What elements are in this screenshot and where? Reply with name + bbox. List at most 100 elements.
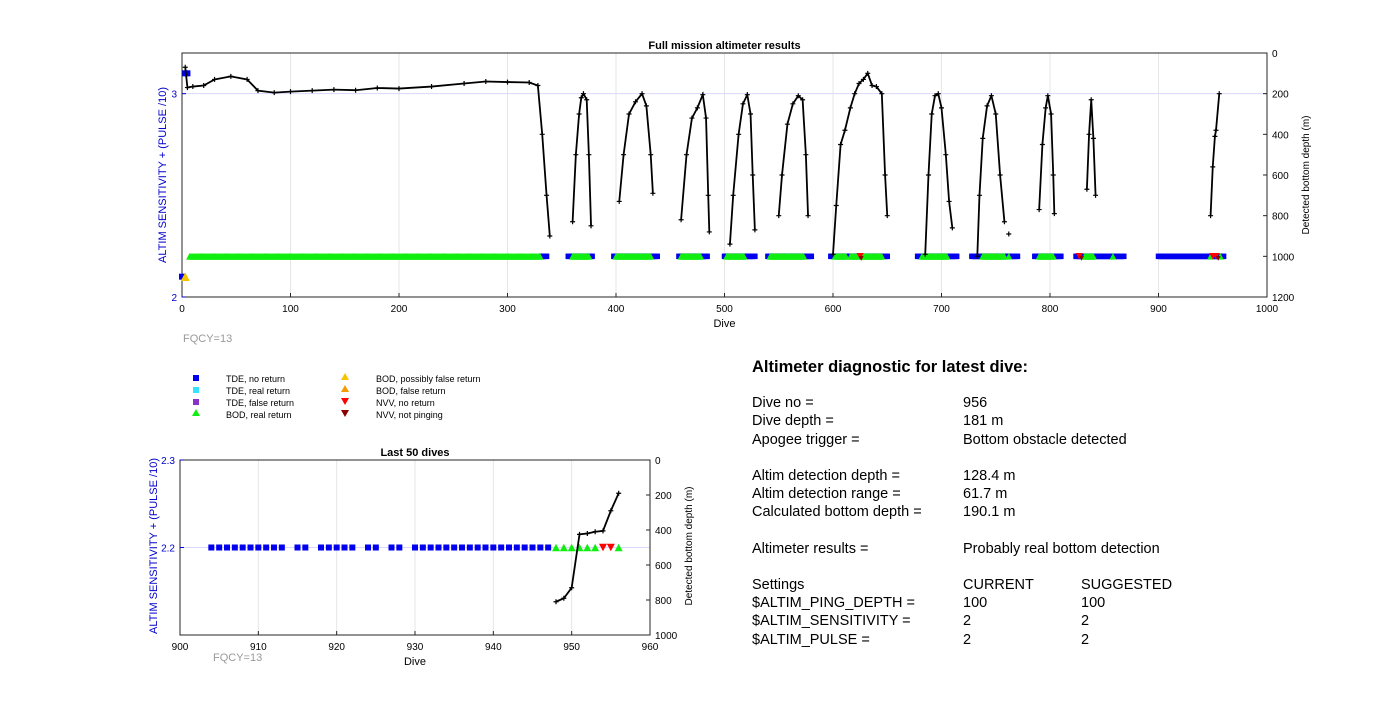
main-depth-point (860, 76, 866, 82)
main-depth-point (842, 127, 848, 133)
main-depth-point (1045, 93, 1051, 99)
diag-row-results: Altimeter results = Probably real bottom… (752, 540, 1352, 558)
main-depth-lines (182, 64, 1222, 259)
main-depth-point (884, 213, 890, 219)
main-depth-point (576, 111, 582, 117)
legend-marker-bod-possibly-false (341, 373, 349, 380)
main-depth-point (535, 83, 541, 89)
legend-label-nvv-no-return: NVV, no return (376, 398, 435, 408)
main-tde-no-return-marker (654, 253, 660, 260)
main-depth-point (547, 233, 553, 239)
diag-row-det-range: Altim detection range = 61.7 m (752, 485, 1352, 503)
last50-bod-real-return-marker (591, 543, 600, 552)
main-depth-point (1039, 142, 1045, 147)
legend-item-tde-real-return: TDE, real return (193, 386, 290, 396)
dive-no-label: Dive no = (752, 395, 814, 412)
main-depth-point (588, 223, 594, 229)
main-depth-point (776, 213, 782, 219)
last50-y2-tick-label: 0 (655, 456, 661, 467)
last50-x-tick-label: 920 (328, 642, 345, 653)
main-depth-point (526, 79, 532, 85)
main-tde-no-return-marker (589, 253, 595, 260)
main-bod-real-return-marker (800, 253, 808, 260)
last50-x-axis-label: Dive (404, 656, 426, 668)
dive-no-value: 956 (963, 395, 988, 412)
main-tde-no-return-marker (1058, 253, 1064, 260)
main-depth-point (353, 87, 359, 93)
last50-bod-real-return-marker (614, 543, 623, 552)
main-depth-point (949, 225, 955, 231)
main-tde-no-return-marker (953, 253, 960, 260)
main-depth-point (396, 86, 402, 92)
settings-label: Settings (752, 577, 805, 594)
main-y2-tick-label: 1000 (1272, 252, 1295, 263)
main-depth-point (993, 111, 999, 117)
main-depth-point (1086, 131, 1092, 137)
main-depth-point (586, 152, 592, 158)
last50-depth-point (600, 528, 606, 534)
main-bod-real-return-marker (1089, 253, 1097, 260)
main-depth-point (1006, 231, 1012, 237)
main-depth-point (570, 219, 576, 225)
main-depth-point (1001, 219, 1007, 225)
main-depth-point (374, 85, 380, 91)
last50-x-tick-label: 910 (250, 642, 267, 653)
main-depth-point (929, 111, 935, 117)
main-tde-no-return-marker (1014, 253, 1021, 260)
main-depth-point (255, 88, 261, 94)
main-ticks: 0 100 200 300 400 500 600 700 800 900 1000 2 3 0 200 40… (171, 49, 1294, 315)
main-depth-point (932, 93, 938, 99)
main-tde-no-return-marker (752, 253, 758, 260)
last50-y-tick-label: 2.3 (161, 456, 175, 467)
last50-tde-no-return-marker (365, 544, 371, 551)
last50-tde-no-return-marker (224, 544, 230, 551)
last50-tde-no-return-marker (419, 544, 426, 551)
main-bod-possibly-false-marker (180, 272, 190, 281)
main-depth-point (946, 198, 952, 204)
main-depth-point (539, 131, 545, 137)
main-depth-series-line (680, 91, 711, 232)
last50-tde-no-return-marker (388, 544, 395, 551)
main-depth-point (873, 84, 879, 90)
legend-label-nvv-not-pinging: NVV, not pinging (376, 410, 443, 420)
main-x-tick-label: 900 (1150, 304, 1167, 315)
main-tde-no-return-marker (884, 253, 890, 260)
main-fqcy-note: FQCY=13 (183, 333, 232, 345)
legend-label-tde-false-return: TDE, false return (226, 398, 294, 408)
last50-tde-no-return-marker (278, 544, 285, 551)
main-tde-no-return-marker (179, 273, 185, 280)
last50-ticks: 900 910 920 930 940 950 960 2.2 2.3 0 200 400 600 800… (161, 456, 678, 653)
main-y2-tick-label: 200 (1272, 90, 1289, 101)
last50-tde-no-return-marker (545, 544, 552, 551)
legend-marker-bod-real-return (192, 409, 200, 416)
last50-depth-point (608, 508, 614, 514)
main-y2-tick-label: 1200 (1272, 293, 1295, 304)
last50-tde-no-return-marker (349, 544, 356, 551)
main-nvv-not-pinging-marker (858, 255, 864, 261)
main-depth-point (988, 93, 994, 99)
main-depth-point (980, 135, 986, 141)
main-tde-no-return-marker (1121, 253, 1127, 260)
diag-row-calc-depth: Calculated bottom depth = 190.1 m (752, 503, 1352, 521)
last50-depth-point (592, 529, 598, 535)
last50-bod-real-return-marker (552, 543, 560, 552)
pulse-suggested: 2 (1081, 631, 1090, 648)
last50-chart-title: Last 50 dives (380, 447, 449, 459)
main-x-tick-label: 300 (499, 304, 516, 315)
legend-item-bod-real-return: BOD, real return (192, 409, 292, 420)
main-depth-point (626, 111, 632, 117)
last50-tde-no-return-marker (443, 544, 450, 551)
main-tde-no-return-marker (704, 253, 710, 260)
legend-marker-tde-real-return (193, 387, 199, 393)
main-depth-point (740, 101, 746, 107)
main-depth-point (869, 83, 875, 89)
last50-tde-no-return-marker (341, 544, 348, 551)
last50-tde-no-return-marker (427, 544, 434, 551)
calc-depth-label: Calculated bottom depth = (752, 504, 922, 521)
diag-row-settings-header: Settings CURRENT SUGGESTED (752, 576, 1352, 594)
diag-row-apogee: Apogee trigger = Bottom obstacle detecte… (752, 431, 1352, 449)
main-bod-real-return-marker (740, 253, 748, 260)
main-depth-point (1084, 186, 1090, 192)
last50-depth-point (616, 490, 622, 496)
main-depth-point (429, 84, 435, 90)
